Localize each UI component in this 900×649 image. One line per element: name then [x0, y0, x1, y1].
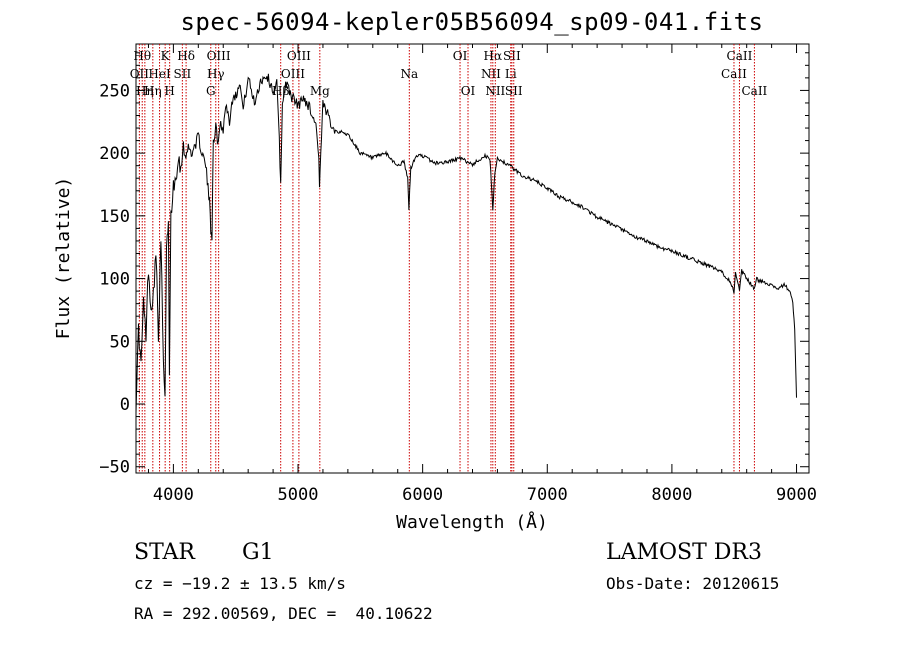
- x-tick-label-2: 6000: [402, 485, 443, 505]
- x-tick-label-1: 5000: [278, 485, 319, 505]
- line-marker-label-2: Hη: [136, 84, 154, 98]
- plot-frame: [135, 43, 810, 474]
- object-subclass: G1: [242, 540, 274, 565]
- line-marker-label-7: SII: [174, 67, 192, 81]
- line-marker-label-6: H: [164, 84, 174, 98]
- y-tick-label-2: 50: [110, 332, 130, 352]
- line-marker-label-21: NII: [485, 84, 505, 98]
- redshift-cz: cz = −19.2 ± 13.5 km/s: [134, 574, 346, 593]
- x-tick-label-4: 8000: [651, 485, 692, 505]
- line-marker-label-9: G: [206, 84, 216, 98]
- line-marker-label-19: NII: [481, 67, 501, 81]
- line-marker-label-5: K: [161, 49, 171, 63]
- y-tick-label-3: 100: [99, 270, 130, 290]
- line-marker-label-4: HeI: [148, 67, 171, 81]
- line-marker-label-27: CaII: [741, 84, 767, 98]
- line-marker-label-14: OIII: [287, 49, 311, 63]
- line-marker-label-18: OI: [461, 84, 476, 98]
- x-tick-label-3: 7000: [527, 485, 568, 505]
- y-tick-label-6: 250: [99, 81, 130, 101]
- spectrum-line: [135, 73, 797, 413]
- y-tick-label-5: 200: [99, 144, 130, 164]
- observation-date: Obs-Date: 20120615: [606, 574, 780, 593]
- y-tick-label-1: 0: [120, 395, 130, 415]
- line-marker-label-22: Li: [505, 67, 517, 81]
- line-marker-label-13: OIII: [281, 67, 305, 81]
- line-marker-label-10: Hγ: [207, 67, 225, 81]
- line-markers: HθOIIHηHηHeIKHSIIHδGHγOIIIHβOIIIOIIIMgNa…: [130, 44, 768, 473]
- line-marker-label-15: Mg: [310, 84, 330, 98]
- coordinates: RA = 292.00569, DEC = 40.10622: [134, 604, 433, 623]
- line-marker-label-26: CaII: [727, 49, 753, 63]
- x-tick-label-0: 4000: [153, 485, 194, 505]
- x-axis-ticks: 4000 5000 6000 7000 8000 9000: [147, 44, 817, 505]
- line-marker-label-0: Hθ: [133, 49, 151, 63]
- y-axis-label: Flux (relative): [53, 177, 74, 340]
- line-marker-label-16: Na: [400, 67, 418, 81]
- line-marker-label-25: CaII: [721, 67, 747, 81]
- y-tick-label-4: 150: [99, 207, 130, 227]
- line-marker-label-20: Hα: [484, 49, 503, 63]
- x-tick-label-5: 9000: [776, 485, 817, 505]
- line-marker-label-8: Hδ: [177, 49, 195, 63]
- object-class: STAR: [134, 540, 195, 565]
- line-marker-label-1: OII: [130, 67, 150, 81]
- chart-title: spec-56094-kepler05B56094_sp09-041.fits: [180, 8, 764, 36]
- y-axis-ticks: −50 0 50 100 150 200 250: [99, 52, 809, 478]
- line-marker-label-23: SII: [503, 49, 521, 63]
- line-marker-label-17: OI: [453, 49, 468, 63]
- spectrum-series: [135, 73, 797, 413]
- line-marker-label-24: SII: [505, 84, 523, 98]
- survey-name: LAMOST DR3: [606, 540, 762, 565]
- y-tick-label-0: −50: [99, 458, 130, 478]
- x-axis-label: Wavelength (Å): [396, 511, 548, 533]
- line-marker-label-3: Hη: [144, 84, 162, 98]
- line-marker-label-11: OIII: [207, 49, 231, 63]
